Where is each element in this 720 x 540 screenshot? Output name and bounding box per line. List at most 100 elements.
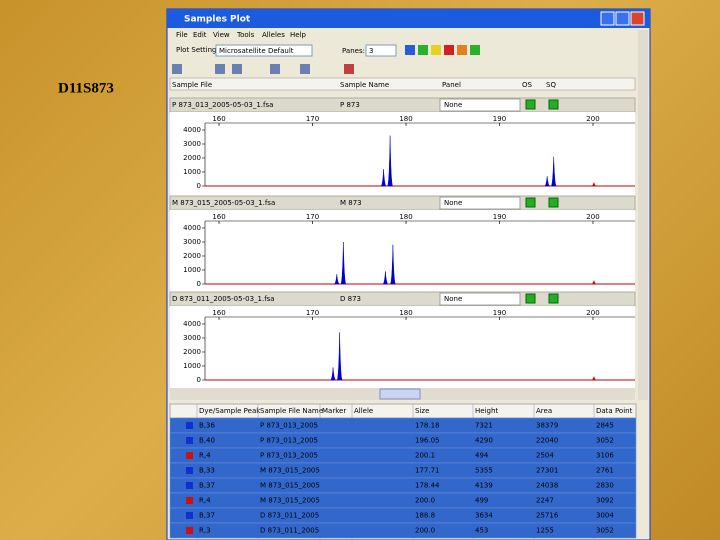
x-tick-label: 170	[306, 115, 319, 123]
sq-flag	[548, 99, 559, 110]
table-row[interactable]	[169, 432, 637, 449]
table-cell: 200.1	[415, 452, 435, 460]
table-cell: 2247	[536, 497, 554, 505]
y-tick-label: 0	[197, 182, 201, 190]
table-cell: P 873_013_2005	[260, 452, 318, 460]
table-row[interactable]	[169, 492, 637, 509]
window-title: Samples Plot	[184, 15, 251, 25]
tool-icon[interactable]	[300, 64, 310, 74]
table-column-header: Marker	[322, 407, 346, 415]
menu-item[interactable]: Help	[290, 31, 307, 39]
table-cell: R,4	[199, 497, 211, 505]
table-row[interactable]	[169, 417, 637, 434]
peak	[544, 176, 550, 187]
column-header: OS	[522, 81, 533, 89]
panes-label: Panes:	[342, 47, 365, 55]
table-cell: D 873_011_2005	[260, 512, 319, 520]
x-tick-label: 170	[306, 309, 319, 317]
table-column-header: Dye/Sample Peak	[199, 407, 261, 415]
table-cell: 3052	[596, 527, 614, 535]
tool-icon[interactable]	[457, 45, 467, 55]
table-row[interactable]	[169, 462, 637, 479]
table-cell: 499	[475, 497, 488, 505]
tool-icon[interactable]	[431, 45, 441, 55]
table-cell: 22040	[536, 437, 558, 445]
plot-setting-select[interactable]	[215, 44, 313, 57]
os-flag	[525, 197, 536, 208]
y-tick-label: 0	[197, 280, 201, 288]
y-tick-label: 4000	[183, 224, 201, 232]
table-cell: B,37	[199, 512, 215, 520]
panel-value: None	[444, 199, 462, 207]
panel-box	[439, 196, 521, 210]
table-cell: 3634	[475, 512, 493, 520]
table-cell: 3004	[596, 512, 614, 520]
panes-select[interactable]	[365, 44, 397, 57]
table-cell: 200.0	[415, 497, 435, 505]
peak	[387, 135, 393, 187]
peak	[591, 181, 597, 187]
table-cell: 4290	[475, 437, 493, 445]
table-column-header: Area	[536, 407, 552, 415]
table-cell: 3052	[596, 437, 614, 445]
menu-item[interactable]: View	[213, 31, 230, 39]
table-row[interactable]	[169, 522, 637, 539]
tool-icon[interactable]	[405, 45, 415, 55]
panel-box	[439, 98, 521, 112]
dye-marker	[186, 497, 193, 504]
table-cell: 27301	[536, 467, 558, 475]
y-tick-label: 0	[197, 376, 201, 384]
os-flag	[525, 99, 536, 110]
table-column-header: Sample File Name	[260, 407, 323, 415]
tool-icon[interactable]	[232, 64, 242, 74]
table-cell: 200.0	[415, 527, 435, 535]
x-tick-label: 190	[493, 309, 506, 317]
y-tick-label: 3000	[183, 238, 201, 246]
table-cell: 2504	[536, 452, 554, 460]
column-header: Panel	[442, 81, 461, 89]
tool-icon[interactable]	[444, 45, 454, 55]
y-tick-label: 2000	[183, 154, 201, 162]
table-cell: B,37	[199, 482, 215, 490]
maximize-button[interactable]	[615, 11, 630, 26]
minimize-button[interactable]	[600, 11, 615, 26]
peak	[380, 169, 387, 187]
dye-marker	[186, 527, 193, 534]
table-cell: 188.8	[415, 512, 435, 520]
menu-item[interactable]: File	[176, 31, 188, 39]
tool-icon[interactable]	[270, 64, 280, 74]
sample-header-row	[169, 77, 636, 91]
table-cell: 2830	[596, 482, 614, 490]
table-column-header: Data Point	[596, 407, 633, 415]
dye-marker	[186, 422, 193, 429]
sample-file: P 873_013_2005-05-03_1.fsa	[172, 101, 273, 109]
y-tick-label: 1000	[183, 362, 201, 370]
peak	[336, 332, 343, 381]
y-tick-label: 1000	[183, 266, 201, 274]
peak	[382, 271, 389, 285]
scroll-thumb[interactable]	[379, 388, 421, 400]
table-row[interactable]	[169, 507, 637, 524]
peak	[550, 156, 557, 187]
tool-icon[interactable]	[172, 64, 182, 74]
table-cell: 178.44	[415, 482, 440, 490]
tool-icon[interactable]	[215, 64, 225, 74]
sample-file: M 873_015_2005-05-03_1.fsa	[172, 199, 275, 207]
table-row[interactable]	[169, 477, 637, 494]
menu-item[interactable]: Alleles	[262, 31, 285, 39]
menu-item[interactable]: Edit	[193, 31, 207, 39]
close-button[interactable]	[630, 11, 645, 26]
v-scrollbar[interactable]	[638, 30, 648, 400]
tool-icon[interactable]	[470, 45, 480, 55]
peak	[340, 241, 347, 285]
tool-icon[interactable]	[344, 64, 354, 74]
title-bar	[167, 9, 650, 28]
table-cell: M 873_015_2005	[260, 482, 320, 490]
table-row[interactable]	[169, 447, 637, 464]
menu-item[interactable]: Tools	[236, 31, 255, 39]
table-cell: 196.05	[415, 437, 440, 445]
peak	[591, 375, 597, 381]
tool-icon[interactable]	[418, 45, 428, 55]
x-tick-label: 200	[586, 213, 599, 221]
